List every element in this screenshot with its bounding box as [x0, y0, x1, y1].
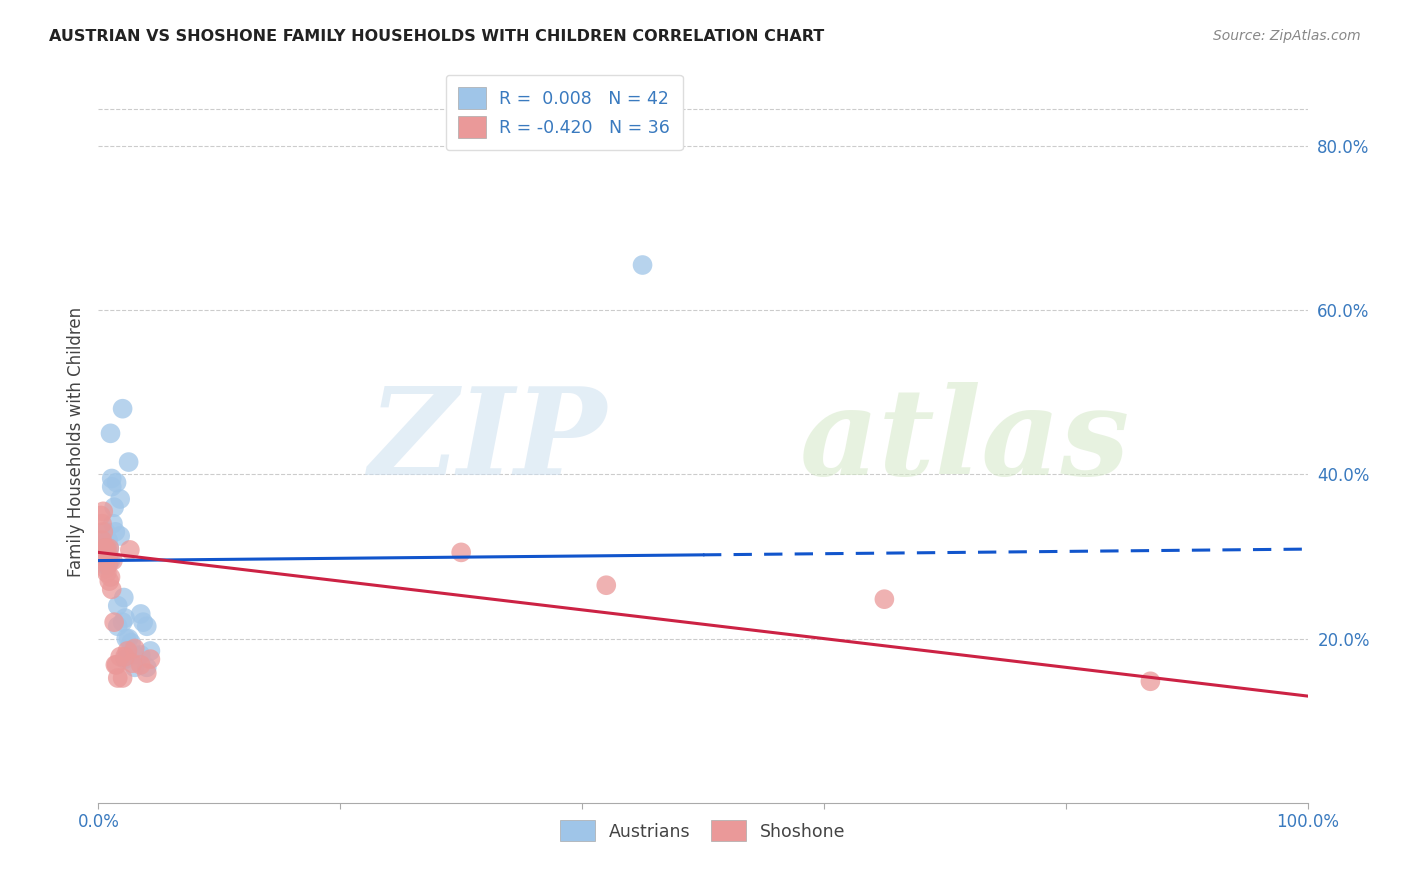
Point [100, 426, 122, 441]
Point [96, 541, 118, 556]
Point [107, 619, 129, 633]
Point [105, 657, 128, 672]
Point [96, 558, 118, 572]
Point [118, 542, 141, 557]
Point [91, 533, 114, 547]
Point [97, 545, 120, 559]
Point [111, 671, 134, 685]
Y-axis label: Family Households with Children: Family Households with Children [66, 307, 84, 576]
Point [97, 549, 120, 564]
Point [117, 644, 139, 658]
Point [100, 570, 122, 584]
Point [631, 258, 654, 272]
Point [93, 558, 115, 572]
Point [104, 524, 127, 539]
Point [124, 641, 146, 656]
Point [111, 401, 134, 416]
Point [94, 524, 117, 539]
Point [120, 636, 142, 650]
Point [873, 592, 896, 607]
Point [118, 455, 141, 469]
Point [115, 632, 138, 646]
Point [91, 545, 114, 559]
Point [100, 480, 122, 494]
Point [100, 553, 122, 567]
Point [101, 553, 124, 567]
Point [108, 649, 131, 664]
Point [101, 516, 124, 531]
Point [96, 541, 118, 556]
Point [112, 591, 135, 605]
Point [97, 558, 120, 572]
Legend: Austrians, Shoshone: Austrians, Shoshone [554, 814, 852, 848]
Point [132, 615, 155, 630]
Point [114, 611, 136, 625]
Point [98, 541, 121, 556]
Point [111, 615, 134, 630]
Text: Source: ZipAtlas.com: Source: ZipAtlas.com [1213, 29, 1361, 43]
Point [104, 657, 127, 672]
Point [121, 657, 143, 671]
Point [94, 562, 117, 576]
Point [124, 648, 146, 662]
Point [105, 475, 128, 490]
Point [129, 648, 152, 662]
Point [98, 541, 121, 556]
Point [103, 500, 125, 515]
Point [91, 504, 114, 518]
Point [107, 671, 129, 685]
Point [108, 491, 131, 506]
Point [118, 632, 141, 646]
Text: AUSTRIAN VS SHOSHONE FAMILY HOUSEHOLDS WITH CHILDREN CORRELATION CHART: AUSTRIAN VS SHOSHONE FAMILY HOUSEHOLDS W… [49, 29, 824, 44]
Point [91, 516, 114, 531]
Text: atlas: atlas [800, 383, 1130, 500]
Point [100, 582, 122, 597]
Point [98, 553, 121, 567]
Point [135, 666, 157, 681]
Point [103, 615, 125, 630]
Point [135, 660, 157, 674]
Point [100, 471, 122, 485]
Point [91, 549, 114, 564]
Point [94, 549, 117, 564]
Point [139, 652, 162, 666]
Point [595, 578, 617, 592]
Point [124, 660, 146, 674]
Point [98, 574, 121, 588]
Text: ZIP: ZIP [368, 383, 606, 500]
Point [450, 545, 472, 559]
Point [1139, 674, 1161, 689]
Point [108, 529, 131, 543]
Point [114, 649, 136, 664]
Point [97, 533, 120, 547]
Point [93, 537, 115, 551]
Point [96, 566, 118, 580]
Point [129, 607, 152, 621]
Point [114, 652, 136, 666]
Point [129, 657, 152, 672]
Point [93, 553, 115, 567]
Point [135, 619, 157, 633]
Point [107, 599, 129, 613]
Point [94, 541, 117, 556]
Point [91, 524, 114, 539]
Point [139, 644, 162, 658]
Point [90, 508, 112, 523]
Point [93, 541, 115, 556]
